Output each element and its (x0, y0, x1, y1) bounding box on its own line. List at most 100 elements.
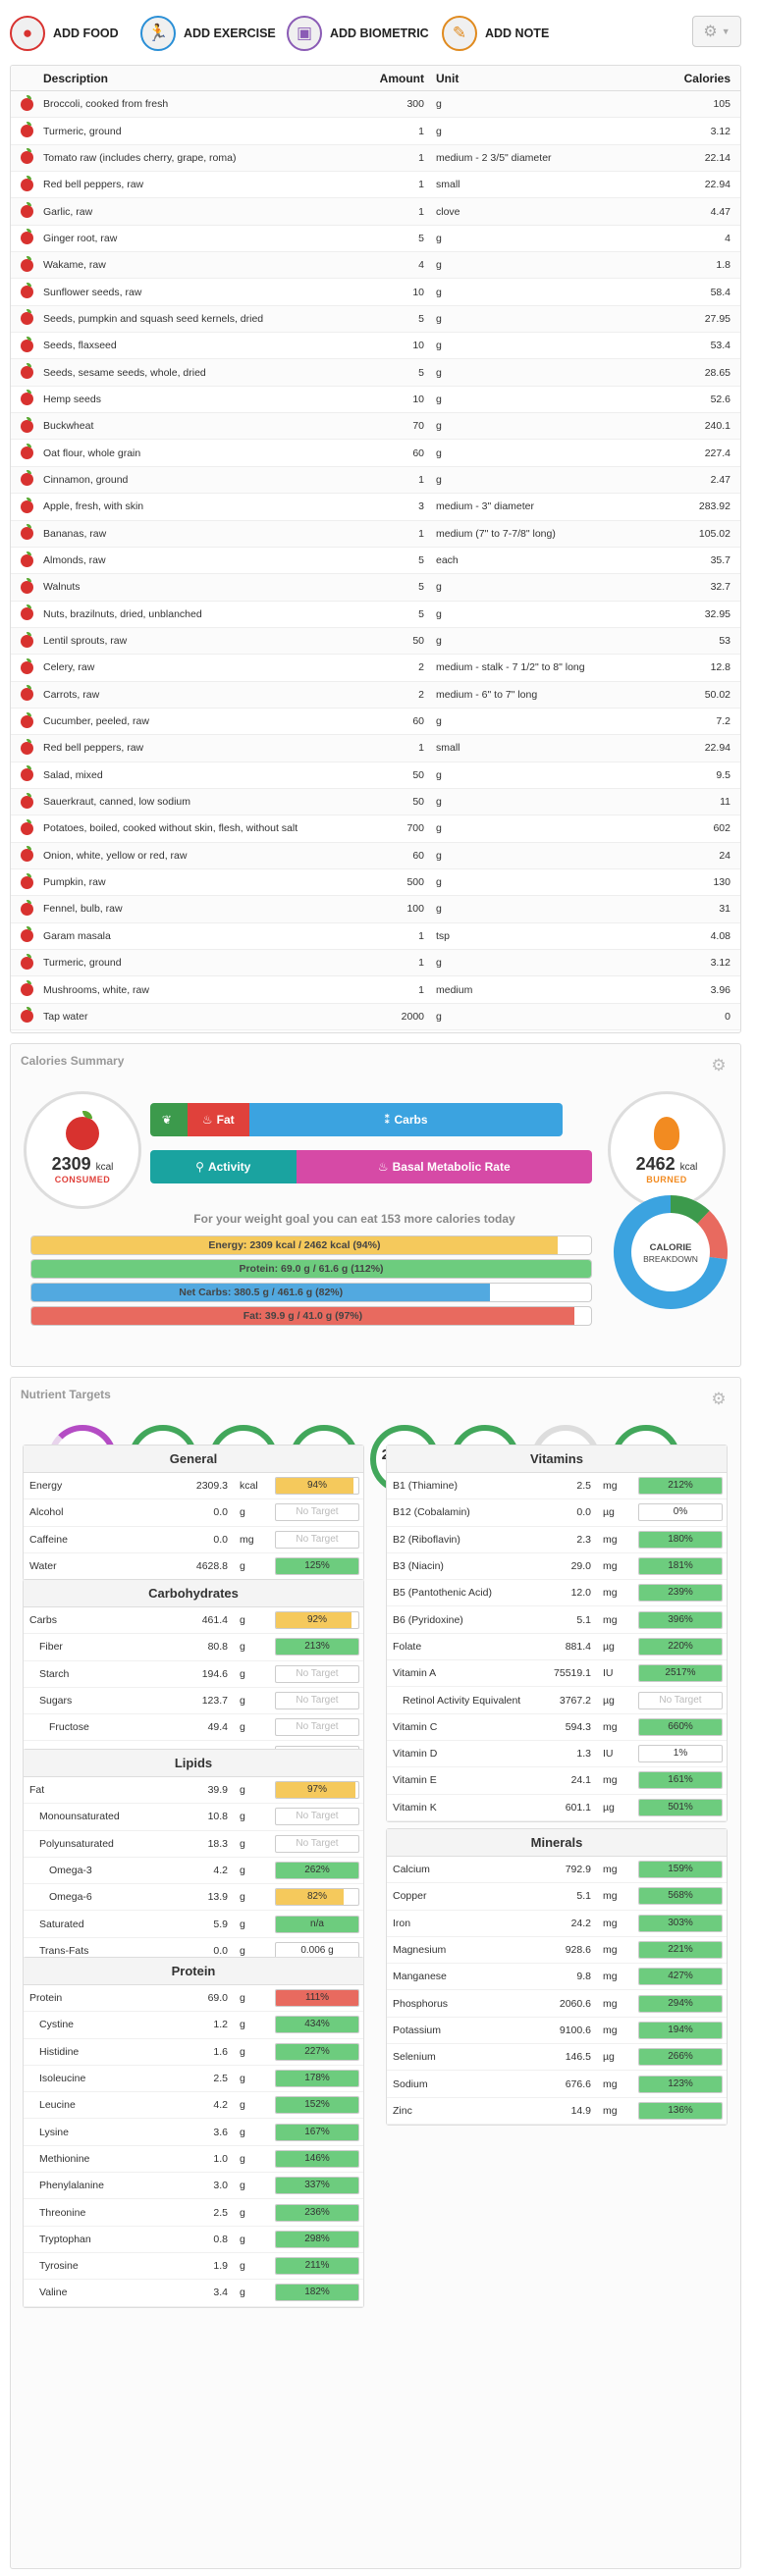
nutrient-row[interactable]: Leucine 4.2 g 152% (24, 2092, 363, 2120)
table-row[interactable]: Red bell peppers, raw 1 small 22.94 (11, 172, 740, 199)
intake-breakdown-bar[interactable]: ❦ ♨ Fat ⁑ Carbs (150, 1103, 563, 1136)
nutrient-row[interactable]: Fructose 49.4 g No Target (24, 1714, 363, 1742)
table-row[interactable]: Fennel, bulb, raw 100 g 31 (11, 896, 740, 923)
macro-progress-bar[interactable]: Net Carbs: 380.5 g / 461.6 g (82%) (30, 1283, 592, 1302)
nutrient-row[interactable]: Folate 881.4 µg 220% (387, 1634, 727, 1661)
table-row[interactable]: Seeds, sesame seeds, whole, dried 5 g 28… (11, 359, 740, 387)
table-row[interactable]: Salad, mixed 50 g 9.5 (11, 762, 740, 789)
nutrient-row[interactable]: Alcohol 0.0 g No Target (24, 1499, 363, 1527)
nutrient-row[interactable]: B5 (Pantothenic Acid) 12.0 mg 239% (387, 1580, 727, 1607)
consumed-circle[interactable]: 2309 kcal CONSUMED (24, 1091, 141, 1209)
nutrient-row[interactable]: Energy 2309.3 kcal 94% (24, 1473, 363, 1500)
nutrient-row[interactable]: Water 4628.8 g 125% (24, 1553, 363, 1581)
table-row[interactable]: Walnuts 5 g 32.7 (11, 574, 740, 602)
nutrient-row[interactable]: Vitamin K 601.1 µg 501% (387, 1795, 727, 1821)
add-biometric-button[interactable]: ▣ ADD BIOMETRIC (287, 14, 429, 53)
nutrient-row[interactable]: Phosphorus 2060.6 mg 294% (387, 1990, 727, 2018)
table-row[interactable]: Sauerkraut, canned, low sodium 50 g 11 (11, 788, 740, 816)
nutrient-row[interactable]: Omega-3 4.2 g 262% (24, 1858, 363, 1885)
nutrient-row[interactable]: Tyrosine 1.9 g 211% (24, 2253, 363, 2281)
table-row[interactable]: Seeds, flaxseed 10 g 53.4 (11, 333, 740, 360)
table-row[interactable]: Turmeric, ground 1 g 3.12 (11, 950, 740, 977)
table-row[interactable]: Cinnamon, ground 1 g 2.47 (11, 466, 740, 495)
table-row[interactable]: Seeds, pumpkin and squash seed kernels, … (11, 305, 740, 334)
nutrient-row[interactable]: Saturated 5.9 g n/a (24, 1911, 363, 1938)
nutrient-row[interactable]: Selenium 146.5 µg 266% (387, 2044, 727, 2072)
table-row[interactable]: Apple, fresh, with skin 3 medium - 3" di… (11, 494, 740, 521)
table-row[interactable]: Cucumber, peeled, raw 60 g 7.2 (11, 709, 740, 736)
nutrient-row[interactable]: Phenylalanine 3.0 g 337% (24, 2173, 363, 2200)
nutrient-row[interactable]: Vitamin E 24.1 mg 161% (387, 1767, 727, 1795)
nutrient-row[interactable]: Starch 194.6 g No Target (24, 1661, 363, 1688)
table-row[interactable]: Oat flour, whole grain 60 g 227.4 (11, 440, 740, 467)
table-row[interactable]: Red bell peppers, raw 1 small 22.94 (11, 735, 740, 762)
nutrient-row[interactable]: B2 (Riboflavin) 2.3 mg 180% (387, 1527, 727, 1553)
gear-icon[interactable]: ⚙ (711, 1056, 727, 1075)
table-row[interactable]: Buckwheat 70 g 240.1 (11, 413, 740, 441)
header-calories[interactable]: Calories (683, 71, 730, 85)
header-unit[interactable]: Unit (436, 71, 460, 85)
nutrient-row[interactable]: B12 (Cobalamin) 0.0 µg 0% (387, 1499, 727, 1527)
nutrient-row[interactable]: Carbs 461.4 g 92% (24, 1607, 363, 1635)
nutrient-row[interactable]: Cystine 1.2 g 434% (24, 2012, 363, 2039)
table-row[interactable]: Turmeric, ground 1 g 3.12 (11, 118, 740, 145)
nutrient-row[interactable]: Monounsaturated 10.8 g No Target (24, 1804, 363, 1831)
settings-dropdown[interactable]: ⚙ ▼ (692, 16, 741, 47)
burn-breakdown-bar[interactable]: ⚲ Activity ♨ Basal Metabolic Rate (150, 1150, 592, 1183)
table-row[interactable]: Garam masala 1 tsp 4.08 (11, 923, 740, 950)
table-row[interactable]: Onion, white, yellow or red, raw 60 g 24 (11, 842, 740, 869)
table-row[interactable]: Mushrooms, white, raw 1 medium 3.96 (11, 976, 740, 1004)
nutrient-row[interactable]: Fiber 80.8 g 213% (24, 1634, 363, 1661)
nutrient-row[interactable]: B1 (Thiamine) 2.5 mg 212% (387, 1473, 727, 1500)
nutrient-row[interactable]: Magnesium 928.6 mg 221% (387, 1937, 727, 1965)
nutrient-row[interactable]: Vitamin D 1.3 IU 1% (387, 1741, 727, 1768)
nutrient-row[interactable]: Vitamin C 594.3 mg 660% (387, 1714, 727, 1741)
header-amount[interactable]: Amount (379, 71, 424, 85)
table-row[interactable]: Almonds, raw 5 each 35.7 (11, 548, 740, 575)
nutrient-row[interactable]: Manganese 9.8 mg 427% (387, 1964, 727, 1991)
add-food-button[interactable]: ● ADD FOOD (10, 14, 119, 53)
nutrient-row[interactable]: Copper 5.1 mg 568% (387, 1883, 727, 1911)
nutrient-row[interactable]: Zinc 14.9 mg 136% (387, 2098, 727, 2125)
nutrient-row[interactable]: Isoleucine 2.5 g 178% (24, 2066, 363, 2093)
nutrient-row[interactable]: Iron 24.2 mg 303% (387, 1911, 727, 1937)
macro-progress-bar[interactable]: Energy: 2309 kcal / 2462 kcal (94%) (30, 1235, 592, 1255)
nutrient-row[interactable]: Caffeine 0.0 mg No Target (24, 1527, 363, 1553)
gear-icon[interactable]: ⚙ (711, 1390, 727, 1408)
nutrient-row[interactable]: Valine 3.4 g 182% (24, 2280, 363, 2307)
calorie-breakdown-donut[interactable]: CALORIE BREAKDOWN (612, 1193, 730, 1311)
nutrient-row[interactable]: Calcium 792.9 mg 159% (387, 1857, 727, 1884)
nutrient-row[interactable]: B6 (Pyridoxine) 5.1 mg 396% (387, 1606, 727, 1634)
nutrient-row[interactable]: Vitamin A 75519.1 IU 2517% (387, 1660, 727, 1688)
table-row[interactable]: Garlic, raw 1 clove 4.47 (11, 198, 740, 226)
nutrient-row[interactable]: Methionine 1.0 g 146% (24, 2146, 363, 2174)
table-row[interactable]: Hemp seeds 10 g 52.6 (11, 387, 740, 414)
table-row[interactable]: Pumpkin, raw 500 g 130 (11, 869, 740, 897)
table-row[interactable]: Tomato raw (includes cherry, grape, roma… (11, 144, 740, 173)
add-exercise-button[interactable]: 🏃 ADD EXERCISE (140, 14, 276, 53)
add-note-button[interactable]: ✎ ADD NOTE (442, 14, 549, 53)
table-row[interactable]: Nuts, brazilnuts, dried, unblanched 5 g … (11, 602, 740, 628)
table-row[interactable]: Celery, raw 2 medium - stalk - 7 1/2" to… (11, 655, 740, 682)
table-row[interactable]: Potatoes, boiled, cooked without skin, f… (11, 815, 740, 843)
macro-progress-bar[interactable]: Protein: 69.0 g / 61.6 g (112%) (30, 1259, 592, 1279)
table-row[interactable]: Lentil sprouts, raw 50 g 53 (11, 627, 740, 656)
nutrient-row[interactable]: Lysine 3.6 g 167% (24, 2119, 363, 2146)
table-row[interactable]: Wakame, raw 4 g 1.8 (11, 252, 740, 280)
nutrient-row[interactable]: B3 (Niacin) 29.0 mg 181% (387, 1553, 727, 1581)
nutrient-row[interactable]: Retinol Activity Equivalent 3767.2 µg No… (387, 1687, 727, 1714)
nutrient-row[interactable]: Threonine 2.5 g 236% (24, 2199, 363, 2227)
table-row[interactable]: Ginger root, raw 5 g 4 (11, 226, 740, 253)
table-row[interactable]: Carrots, raw 2 medium - 6" to 7" long 50… (11, 681, 740, 709)
nutrient-row[interactable]: Sugars 123.7 g No Target (24, 1688, 363, 1715)
table-row[interactable]: Tap water 2000 g 0 (11, 1003, 740, 1031)
table-row[interactable]: Broccoli, cooked from fresh 300 g 105 (11, 91, 740, 119)
nutrient-row[interactable]: Sodium 676.6 mg 123% (387, 2071, 727, 2098)
burned-circle[interactable]: 2462 kcal BURNED (608, 1091, 726, 1209)
nutrient-row[interactable]: Potassium 9100.6 mg 194% (387, 2018, 727, 2045)
nutrient-row[interactable]: Fat 39.9 g 97% (24, 1777, 363, 1805)
nutrient-row[interactable]: Histidine 1.6 g 227% (24, 2039, 363, 2066)
table-row[interactable]: Sunflower seeds, raw 10 g 58.4 (11, 279, 740, 306)
nutrient-row[interactable]: Protein 69.0 g 111% (24, 1985, 363, 2013)
table-row[interactable]: Bananas, raw 1 medium (7" to 7-7/8" long… (11, 520, 740, 548)
